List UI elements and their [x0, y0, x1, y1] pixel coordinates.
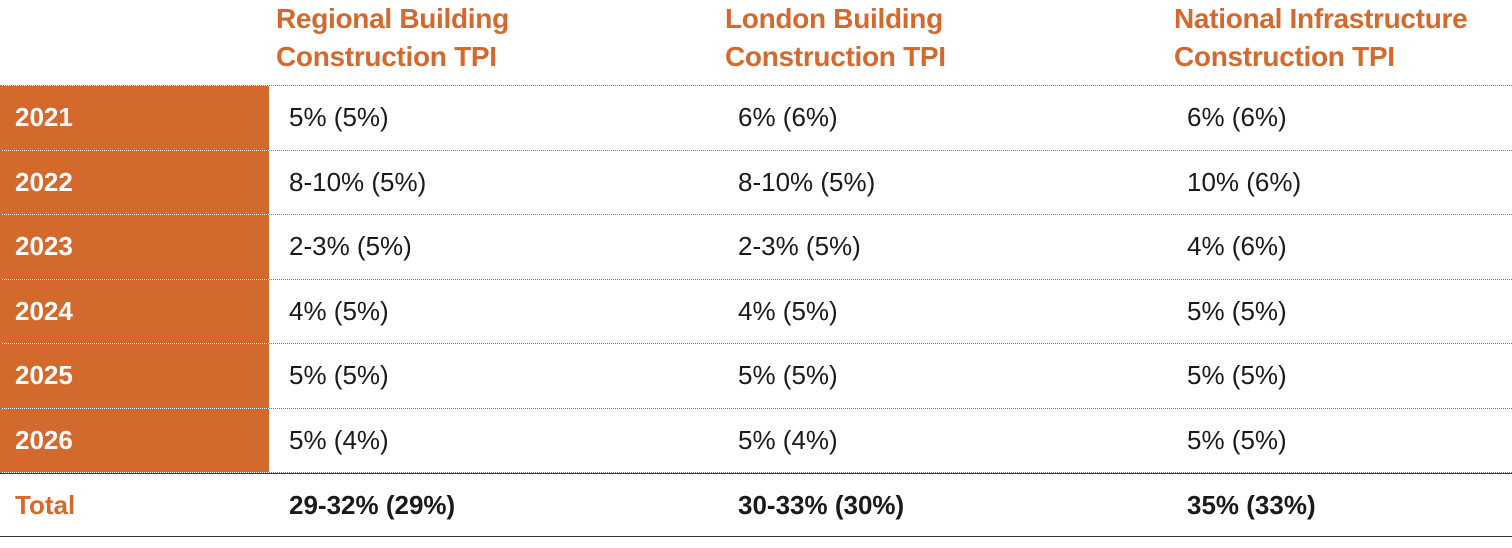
infrastructure-value-cell: 4% (6%) — [1187, 231, 1287, 262]
london-value-cell: 8-10% (5%) — [738, 166, 876, 197]
infrastructure-value-cell: 10% (6%) — [1187, 166, 1302, 197]
table-row: 2024 4% (5%) 4% (5%) 5% (5%) — [0, 279, 1512, 344]
total-label: Total — [15, 489, 76, 520]
london-total-cell: 30-33% (30%) — [738, 489, 905, 520]
column-header-line: Regional Building — [276, 3, 509, 34]
column-header-london-building: London Building Construction TPI — [725, 0, 1174, 85]
regional-value-cell: 2-3% (5%) — [289, 231, 412, 262]
infrastructure-value-cell: 6% (6%) — [1187, 102, 1287, 133]
column-header-regional-building: Regional Building Construction TPI — [269, 0, 725, 85]
regional-value-cell: 5% (4%) — [289, 424, 389, 455]
regional-value-cell: 5% (5%) — [289, 360, 389, 391]
infrastructure-value-cell: 5% (5%) — [1187, 424, 1287, 455]
column-header-line: Construction TPI — [725, 41, 946, 72]
year-cell: 2026 — [0, 408, 269, 472]
column-header-line: London Building — [725, 3, 943, 34]
table-row: 2021 5% (5%) 6% (6%) 6% (6%) — [0, 86, 1512, 151]
regional-value-cell: 8-10% (5%) — [289, 166, 427, 197]
column-header-line: Construction TPI — [276, 41, 497, 72]
column-header-line: National Infrastructure — [1174, 3, 1468, 34]
table-header-row: Regional Building Construction TPI Londo… — [0, 0, 1512, 86]
header-corner-cell — [0, 0, 269, 85]
london-value-cell: 4% (5%) — [738, 295, 838, 326]
table-row: 2026 5% (4%) 5% (4%) 5% (5%) — [0, 408, 1512, 473]
year-cell: 2022 — [0, 150, 269, 214]
infrastructure-value-cell: 5% (5%) — [1187, 360, 1287, 391]
infrastructure-total-cell: 35% (33%) — [1187, 489, 1316, 520]
year-cell: 2025 — [0, 344, 269, 408]
year-cell: 2021 — [0, 86, 269, 150]
table-row: 2023 2-3% (5%) 2-3% (5%) 4% (6%) — [0, 215, 1512, 280]
regional-value-cell: 5% (5%) — [289, 102, 389, 133]
year-cell: 2023 — [0, 215, 269, 279]
column-header-national-infrastructure: National Infrastructure Construction TPI — [1174, 0, 1512, 85]
table-row: 2025 5% (5%) 5% (5%) 5% (5%) — [0, 344, 1512, 409]
infrastructure-value-cell: 5% (5%) — [1187, 295, 1287, 326]
year-cell: 2024 — [0, 279, 269, 343]
regional-value-cell: 4% (5%) — [289, 295, 389, 326]
london-value-cell: 5% (4%) — [738, 424, 838, 455]
table-row: 2022 8-10% (5%) 8-10% (5%) 10% (6%) — [0, 150, 1512, 215]
regional-total-cell: 29-32% (29%) — [289, 489, 456, 520]
london-value-cell: 2-3% (5%) — [738, 231, 861, 262]
column-header-line: Construction TPI — [1174, 41, 1395, 72]
tpi-forecast-table: Regional Building Construction TPI Londo… — [0, 0, 1512, 537]
london-value-cell: 6% (6%) — [738, 102, 838, 133]
total-row: Total 29-32% (29%) 30-33% (30%) 35% (33%… — [0, 473, 1512, 537]
london-value-cell: 5% (5%) — [738, 360, 838, 391]
